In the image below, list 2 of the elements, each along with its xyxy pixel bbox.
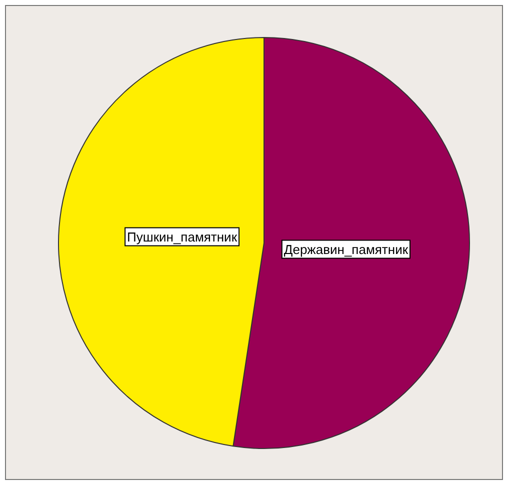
slice-label: Пушкин_памятник: [127, 229, 238, 244]
slice-label: Державин_памятник: [284, 242, 408, 257]
